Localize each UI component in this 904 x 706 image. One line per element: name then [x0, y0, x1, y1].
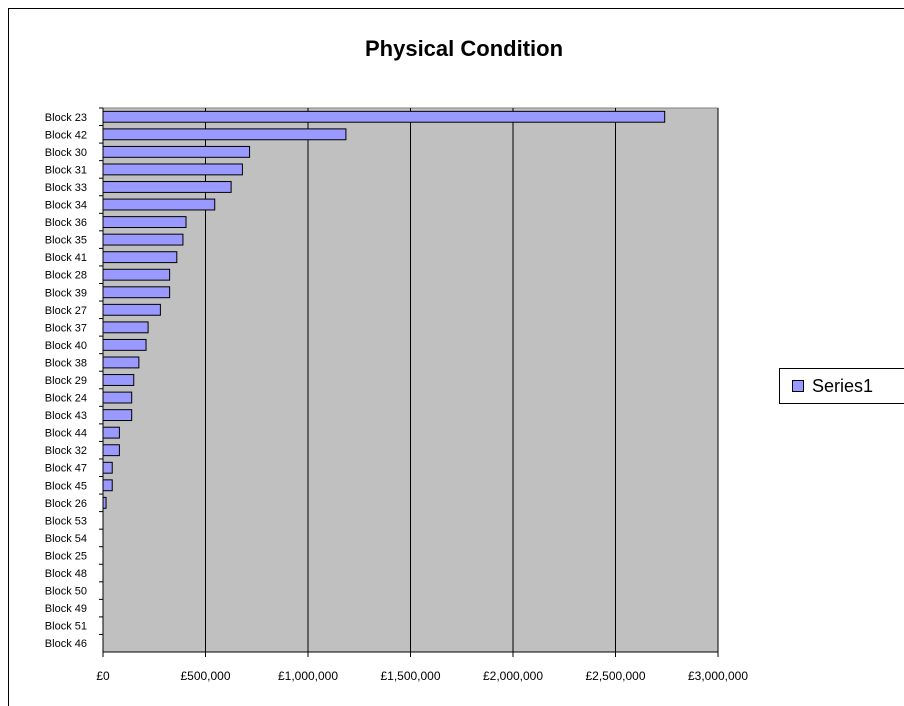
bar — [102, 163, 243, 176]
bar — [102, 496, 107, 509]
y-tick-label: Block 37 — [45, 322, 87, 334]
y-tick-label: Block 31 — [45, 164, 87, 176]
x-tick-label: £2,500,000 — [585, 669, 645, 683]
y-tick-label: Block 46 — [45, 638, 87, 650]
bar — [102, 268, 171, 281]
legend-label: Series1 — [812, 375, 874, 396]
bar — [102, 338, 147, 351]
y-tick-label: Block 26 — [45, 498, 87, 510]
y-tick-label: Block 48 — [45, 568, 87, 580]
y-tick-label: Block 28 — [45, 270, 87, 282]
bar — [102, 198, 216, 211]
x-tick-label: £500,000 — [180, 669, 230, 683]
bar — [102, 303, 161, 316]
y-tick-label: Block 54 — [45, 533, 87, 545]
bar — [102, 216, 187, 229]
bar — [102, 356, 140, 369]
bar — [102, 181, 232, 193]
y-tick-label: Block 32 — [45, 445, 87, 457]
y-tick-label: Block 42 — [45, 129, 87, 141]
bar — [102, 110, 666, 123]
bar — [102, 444, 120, 457]
y-tick-label: Block 41 — [45, 252, 87, 264]
y-tick-label: Block 51 — [45, 621, 87, 633]
bar — [102, 479, 113, 492]
bar — [102, 426, 120, 439]
bar — [102, 251, 178, 264]
y-tick-label: Block 30 — [45, 147, 87, 159]
y-tick-label: Block 49 — [45, 603, 87, 615]
y-tick-label: Block 24 — [45, 393, 87, 405]
x-tick-label: £1,500,000 — [380, 669, 440, 683]
y-tick-label: Block 29 — [45, 375, 87, 387]
y-tick-label: Block 23 — [45, 112, 87, 124]
y-tick-label: Block 39 — [45, 287, 87, 299]
y-tick-label: Block 44 — [45, 428, 87, 440]
legend: Series1 — [779, 368, 904, 404]
bar — [102, 374, 135, 386]
bar — [102, 391, 133, 404]
y-tick-label: Block 45 — [45, 480, 87, 492]
bar — [102, 286, 171, 299]
y-tick-label: Block 33 — [45, 182, 87, 194]
legend-swatch — [792, 380, 804, 392]
y-tick-label: Block 25 — [45, 550, 87, 562]
bar — [102, 145, 251, 158]
y-tick-label: Block 35 — [45, 235, 87, 247]
y-tick-label: Block 40 — [45, 340, 87, 352]
y-tick-label: Block 43 — [45, 410, 87, 422]
y-tick-label: Block 47 — [45, 463, 87, 475]
y-tick-label: Block 50 — [45, 586, 87, 598]
bar — [102, 321, 149, 334]
x-tick-label: £1,000,000 — [278, 669, 338, 683]
bar — [102, 233, 184, 246]
bar — [102, 128, 347, 141]
y-tick-label: Block 36 — [45, 217, 87, 229]
bar — [102, 409, 133, 422]
bar — [102, 461, 113, 474]
x-tick-label: £3,000,000 — [688, 669, 748, 683]
y-tick-label: Block 27 — [45, 305, 87, 317]
chart-title: Physical Condition — [364, 36, 564, 61]
x-tick-label: £0 — [96, 669, 110, 683]
y-tick-label: Block 53 — [45, 515, 87, 527]
y-tick-label: Block 34 — [45, 200, 87, 212]
x-tick-label: £2,000,000 — [483, 669, 543, 683]
y-tick-label: Block 38 — [45, 357, 87, 369]
